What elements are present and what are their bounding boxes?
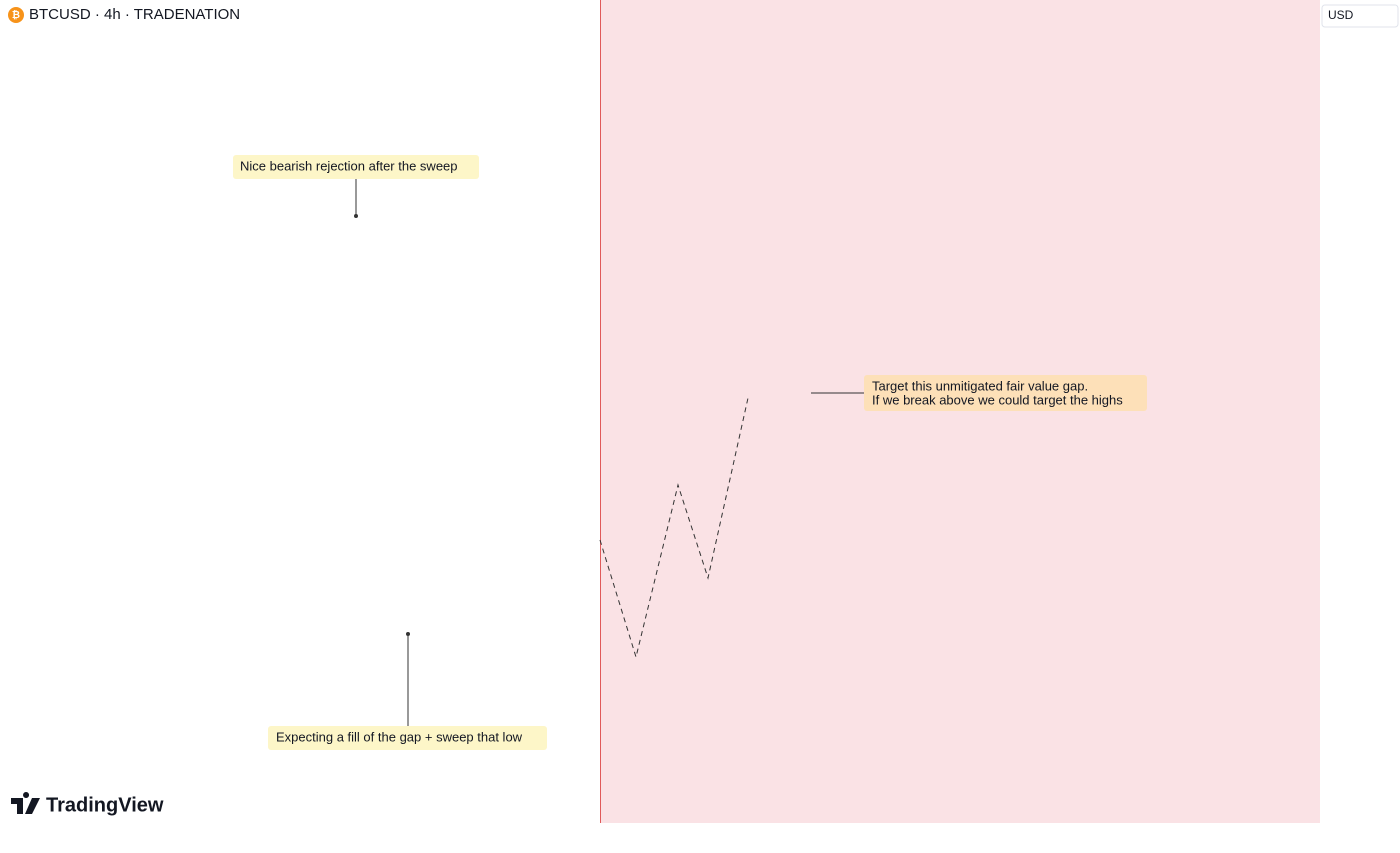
currency[interactable]: USD xyxy=(1328,8,1354,22)
projection-path xyxy=(599,397,749,659)
session-shade xyxy=(600,0,1320,823)
annotation: Target this unmitigated fair value gap. xyxy=(872,378,1088,393)
logo-mark xyxy=(11,792,40,814)
currency-box[interactable] xyxy=(1321,4,1399,28)
annotation: If we break above we could target the hi… xyxy=(872,392,1123,407)
legend-bg xyxy=(0,0,245,30)
symbol-icon-glyph: ₿ xyxy=(12,9,20,21)
annotation-box xyxy=(233,155,479,179)
price-axis xyxy=(1320,0,1400,853)
annotation-box xyxy=(268,726,547,750)
logo xyxy=(11,792,40,814)
watermark: TradingView xyxy=(46,794,164,816)
symbol[interactable]: BTCUSD · 4h · TRADENATION xyxy=(29,6,240,23)
annotation: Nice bearish rejection after the sweep xyxy=(240,158,458,173)
annotation: Expecting a fill of the gap + sweep that… xyxy=(276,729,523,744)
symbol-icon xyxy=(8,7,24,23)
annotation-dot xyxy=(354,214,358,218)
time-axis xyxy=(0,823,1320,853)
annotation-box xyxy=(864,375,1147,411)
annotation-dot xyxy=(406,632,410,636)
